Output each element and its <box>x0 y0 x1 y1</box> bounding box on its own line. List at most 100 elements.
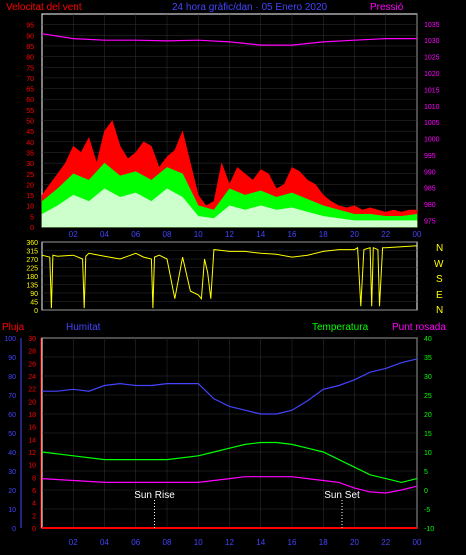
wind-series-2 <box>41 188 418 228</box>
compass-n-top: N <box>436 243 443 254</box>
top-yright-tick: 1000 <box>424 137 440 144</box>
top-yright-tick: 990 <box>424 169 436 176</box>
top-yright-tick: 995 <box>424 153 436 160</box>
humidity-tick: 20 <box>8 488 16 495</box>
top-yright-tick: 1025 <box>424 55 440 62</box>
humidity-tick: 0 <box>12 526 16 533</box>
bot-xtick: 20 <box>350 538 359 547</box>
label-temperature: Temperatura <box>312 322 369 333</box>
top-yleft-tick: 75 <box>26 65 34 72</box>
humidity-tick: 50 <box>8 431 16 438</box>
series-humitat <box>42 358 418 415</box>
temp-tick: 10 <box>424 450 432 457</box>
humidity-tick: 30 <box>8 469 16 476</box>
top-xtick: 20 <box>350 230 359 239</box>
temp-tick: 40 <box>424 336 432 343</box>
top-yleft-tick: 55 <box>26 108 34 115</box>
compass-s: S <box>436 274 443 285</box>
top-xtick: 06 <box>131 230 140 239</box>
temp-tick: -10 <box>424 526 434 533</box>
bot-xtick: 22 <box>381 538 390 547</box>
top-yleft-tick: 5 <box>30 214 34 221</box>
humidity-tick: 10 <box>8 507 16 514</box>
label-rain: Pluja <box>2 322 25 333</box>
series-punt-rosada <box>41 476 418 494</box>
humidity-tick: 80 <box>8 374 16 381</box>
series-temperatura <box>41 441 418 484</box>
top-yleft-tick: 85 <box>26 44 34 51</box>
top-yleft-tick: 95 <box>26 23 34 30</box>
top-title-center: 24 hora gràfic/dan · 05 Enero 2020 <box>172 2 328 13</box>
bot-xtick: 00 <box>413 538 422 547</box>
temp-tick: 30 <box>424 374 432 381</box>
mid-ytick: 45 <box>30 300 38 307</box>
temp-tick: 5 <box>424 469 428 476</box>
top-yright-tick: 1030 <box>424 38 440 45</box>
top-xtick: 14 <box>256 230 265 239</box>
bot-xtick: 12 <box>225 538 234 547</box>
top-yleft-tick: 90 <box>26 33 34 40</box>
top-yright-tick: 1015 <box>424 87 440 94</box>
compass-n-bottom: N <box>436 305 443 316</box>
sunset-label: Sun Set <box>324 490 360 501</box>
top-xtick: 22 <box>381 230 390 239</box>
label-dewpoint: Punt rosada <box>392 322 446 333</box>
rain-tick: 12 <box>28 450 36 457</box>
mid-ytick: 135 <box>26 283 38 290</box>
top-yright-tick: 1010 <box>424 104 440 111</box>
top-yleft-tick: 30 <box>26 161 34 168</box>
bot-xtick: 14 <box>256 538 265 547</box>
temp-tick: 15 <box>424 431 432 438</box>
bot-xtick: 06 <box>131 538 140 547</box>
rain-tick: 6 <box>32 488 36 495</box>
temp-tick: 25 <box>424 393 432 400</box>
top-yleft-tick: 25 <box>26 172 34 179</box>
temp-tick: 0 <box>424 488 428 495</box>
rain-tick: 24 <box>28 374 36 381</box>
temp-tick: 20 <box>424 412 432 419</box>
mid-ytick: 90 <box>30 291 38 298</box>
top-yleft-tick: 35 <box>26 150 34 157</box>
bot-xtick: 02 <box>69 538 78 547</box>
rain-tick: 20 <box>28 399 36 406</box>
top-xtick: 00 <box>413 230 422 239</box>
top-yright-tick: 1005 <box>424 120 440 127</box>
compass-w: W <box>434 259 444 270</box>
mid-ytick: 360 <box>26 240 38 247</box>
mid-ytick: 225 <box>26 266 38 273</box>
rain-tick: 4 <box>32 501 36 508</box>
top-yleft-tick: 70 <box>26 76 34 83</box>
top-yright-tick: 1035 <box>424 22 440 29</box>
temp-tick: 35 <box>424 355 432 362</box>
bot-xtick: 08 <box>163 538 172 547</box>
top-xtick: 16 <box>288 230 297 239</box>
rain-tick: 2 <box>32 513 36 520</box>
rain-tick: 0 <box>32 526 36 533</box>
mid-ytick: 270 <box>26 257 38 264</box>
rain-tick: 28 <box>28 349 36 356</box>
humidity-tick: 40 <box>8 450 16 457</box>
humidity-tick: 70 <box>8 393 16 400</box>
top-yleft-tick: 40 <box>26 140 34 147</box>
rain-tick: 10 <box>28 463 36 470</box>
bot-xtick: 16 <box>288 538 297 547</box>
rain-tick: 18 <box>28 412 36 419</box>
top-xtick: 02 <box>69 230 78 239</box>
top-xtick: 18 <box>319 230 328 239</box>
top-xtick: 10 <box>194 230 203 239</box>
top-yright-tick: 1020 <box>424 71 440 78</box>
temp-tick: -5 <box>424 507 430 514</box>
rain-tick: 8 <box>32 475 36 482</box>
rain-tick: 26 <box>28 361 36 368</box>
bot-xtick: 10 <box>194 538 203 547</box>
mid-ytick: 0 <box>34 308 38 315</box>
bot-xtick: 18 <box>319 538 328 547</box>
humidity-tick: 60 <box>8 412 16 419</box>
humidity-tick: 100 <box>4 336 16 343</box>
top-yleft-tick: 0 <box>30 225 34 232</box>
mid-ytick: 315 <box>26 249 38 256</box>
rain-tick: 30 <box>28 336 36 343</box>
top-yleft-tick: 50 <box>26 119 34 126</box>
top-title-left: Velocitat del vent <box>6 2 82 13</box>
